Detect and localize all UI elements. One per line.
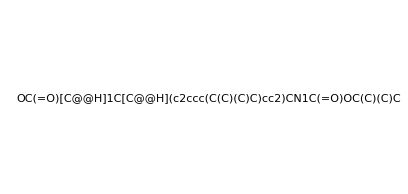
Text: OC(=O)[C@@H]1C[C@@H](c2ccc(C(C)(C)C)cc2)CN1C(=O)OC(C)(C)C: OC(=O)[C@@H]1C[C@@H](c2ccc(C(C)(C)C)cc2)… <box>17 93 401 103</box>
